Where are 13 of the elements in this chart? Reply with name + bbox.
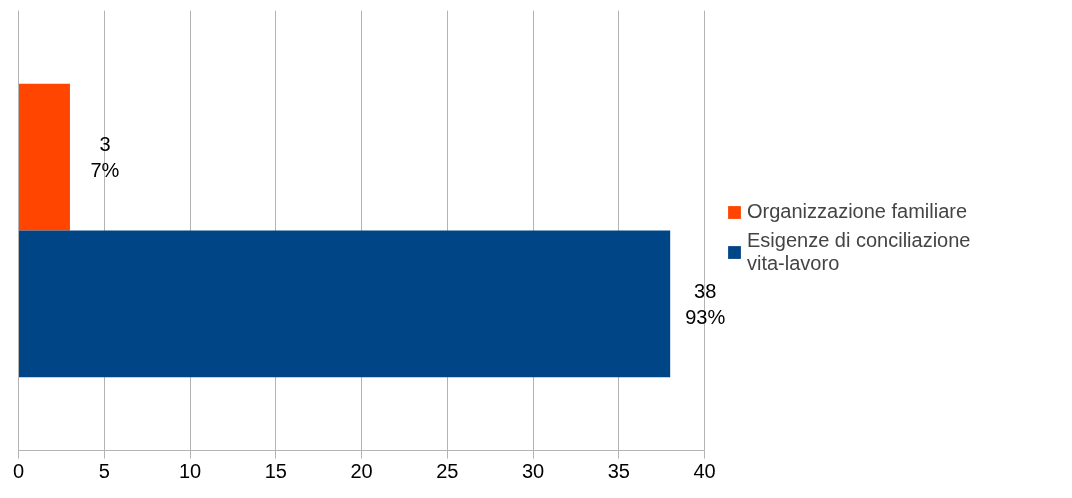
- x-tick-label: 5: [98, 459, 110, 482]
- x-tick-label: 20: [350, 459, 373, 482]
- x-tick-label: 35: [607, 459, 630, 482]
- x-tick-label: 25: [436, 459, 459, 482]
- x-tick-label: 0: [12, 459, 25, 482]
- data-label: 3 7%: [90, 132, 120, 182]
- x-tick-label: 15: [264, 459, 287, 482]
- legend-label: Esigenze di conciliazione vita-lavoro: [747, 229, 971, 275]
- x-tick-label: 10: [178, 459, 202, 482]
- legend-label: Organizzazione familiare: [747, 200, 968, 223]
- x-tick-label: 40: [693, 459, 716, 482]
- data-label: 38 93%: [685, 279, 726, 329]
- x-tick-label: 30: [521, 459, 545, 482]
